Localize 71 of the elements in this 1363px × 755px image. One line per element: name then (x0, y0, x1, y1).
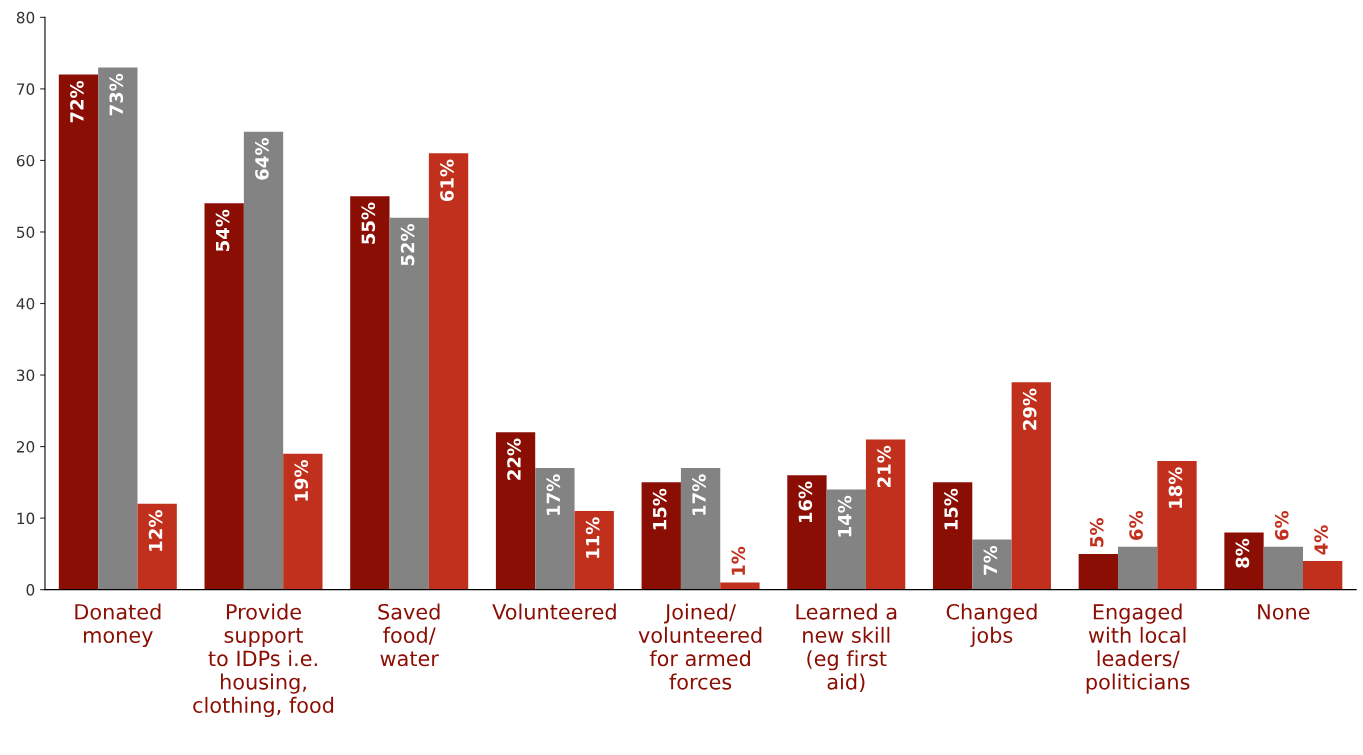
data-label: 54% (215, 209, 230, 251)
data-label: 4% (1314, 525, 1328, 555)
y-tick-label: 80 (16, 11, 35, 24)
data-label: 29% (1022, 388, 1037, 430)
y-tick-label: 0 (26, 584, 35, 596)
data-label: 52% (400, 223, 415, 266)
data-label: 11% (585, 517, 600, 558)
data-label: 17% (546, 474, 561, 515)
data-label: 22% (507, 438, 521, 480)
bar (1157, 460, 1197, 590)
bar (826, 489, 866, 590)
data-label: 72% (70, 80, 84, 123)
bar (1224, 532, 1264, 590)
data-label: 1% (731, 546, 746, 575)
bar (641, 482, 681, 590)
x-tick-label: Engaged with local leaders/ politicians (1086, 603, 1190, 694)
data-label: 61% (440, 159, 454, 202)
x-tick-label: Donated money (75, 603, 161, 648)
bar (1011, 382, 1051, 590)
bar (137, 503, 177, 590)
data-label: 7% (983, 545, 998, 575)
y-tick-label: 70 (17, 83, 35, 95)
x-tick-label: Joined/ volunteered for armed forces (638, 603, 762, 690)
bar (495, 432, 536, 590)
y-tick-label: 10 (17, 512, 35, 525)
bar (350, 196, 390, 590)
data-label: 6% (1129, 510, 1143, 540)
bar (932, 482, 973, 590)
y-tick-label: 20 (16, 441, 35, 453)
data-label: 55% (361, 202, 376, 244)
x-tick-label: Changed jobs (946, 603, 1037, 648)
data-label: 8% (1235, 538, 1250, 568)
bar (787, 475, 827, 590)
data-label: 6% (1274, 510, 1289, 540)
data-label: 21% (877, 445, 891, 487)
data-label: 12% (148, 510, 163, 551)
bar (535, 468, 575, 590)
data-label: 17% (692, 474, 706, 515)
y-tick-label: 30 (16, 369, 35, 382)
bar (98, 67, 138, 590)
data-label: 19% (294, 460, 309, 501)
y-tick-label: 50 (17, 226, 35, 238)
x-tick-label: Saved food/ water (378, 603, 440, 667)
data-label: 64% (255, 138, 269, 180)
bar (389, 217, 429, 590)
x-tick-label: Learned a new skill (eg first aid) (796, 603, 897, 693)
data-label: 73% (109, 73, 124, 116)
data-label: 18% (1168, 467, 1183, 508)
bar (574, 510, 614, 590)
data-label: 15% (944, 488, 958, 530)
y-tick-label: 40 (16, 297, 35, 310)
x-tick-label: None (1258, 604, 1310, 620)
bar (204, 203, 244, 590)
bar (972, 539, 1012, 590)
bar (865, 439, 906, 590)
data-label: 14% (837, 495, 852, 537)
bar (283, 453, 323, 590)
bar (1117, 546, 1158, 590)
x-tick-label: Volunteered (492, 603, 616, 620)
bar (680, 468, 721, 590)
bar (1263, 546, 1304, 590)
bar (428, 153, 469, 590)
data-label: 5% (1089, 518, 1104, 547)
data-label: 15% (652, 488, 667, 530)
data-label: 16% (798, 481, 813, 523)
y-tick-label: 60 (16, 154, 35, 167)
bar (1078, 553, 1118, 590)
bar (243, 131, 284, 590)
bar (1303, 561, 1343, 590)
x-tick-label: Provide support to IDPs i.e. housing, clothing, food (193, 603, 334, 718)
bar (58, 74, 99, 590)
